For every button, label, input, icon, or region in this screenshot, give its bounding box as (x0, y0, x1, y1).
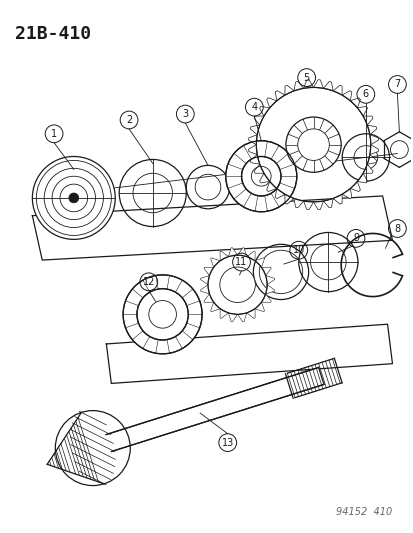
Text: 10: 10 (292, 245, 304, 255)
Polygon shape (323, 82, 332, 91)
Text: 7: 7 (393, 79, 399, 90)
Text: 2: 2 (126, 115, 132, 125)
Polygon shape (228, 313, 237, 322)
Polygon shape (341, 91, 351, 101)
Polygon shape (366, 125, 376, 135)
Polygon shape (237, 248, 246, 256)
Polygon shape (313, 80, 323, 88)
Polygon shape (250, 125, 259, 135)
Text: 8: 8 (394, 223, 399, 233)
Polygon shape (303, 201, 313, 209)
Text: 4: 4 (251, 102, 257, 112)
Text: 12: 12 (142, 277, 154, 287)
Polygon shape (204, 267, 213, 276)
Text: 5: 5 (303, 72, 309, 83)
Polygon shape (275, 91, 284, 101)
Polygon shape (220, 309, 228, 318)
Polygon shape (266, 98, 276, 108)
Polygon shape (284, 85, 293, 95)
Polygon shape (261, 294, 271, 302)
Polygon shape (265, 285, 274, 294)
Polygon shape (265, 276, 274, 285)
Polygon shape (349, 98, 360, 108)
Text: 13: 13 (221, 438, 233, 448)
Polygon shape (275, 189, 284, 199)
Polygon shape (284, 194, 293, 204)
Polygon shape (237, 313, 246, 322)
Polygon shape (248, 144, 256, 155)
Polygon shape (254, 302, 264, 312)
Polygon shape (356, 173, 367, 183)
Polygon shape (293, 198, 303, 208)
Circle shape (241, 157, 280, 196)
Polygon shape (259, 173, 269, 183)
Polygon shape (254, 258, 264, 268)
Circle shape (297, 129, 328, 160)
Polygon shape (369, 135, 377, 144)
Polygon shape (250, 155, 259, 164)
Polygon shape (332, 194, 341, 204)
Polygon shape (341, 189, 351, 199)
Polygon shape (47, 413, 104, 484)
Polygon shape (261, 267, 271, 276)
Polygon shape (220, 251, 228, 261)
Circle shape (32, 157, 115, 239)
Polygon shape (254, 116, 263, 125)
Text: 1: 1 (51, 129, 57, 139)
Polygon shape (362, 116, 372, 125)
Polygon shape (246, 309, 254, 318)
Polygon shape (313, 201, 323, 209)
Text: 9: 9 (352, 233, 358, 244)
Polygon shape (210, 258, 220, 268)
Polygon shape (210, 302, 220, 312)
Polygon shape (293, 82, 303, 91)
Polygon shape (106, 367, 323, 451)
Text: 6: 6 (362, 90, 368, 99)
Polygon shape (323, 198, 332, 208)
Polygon shape (369, 144, 377, 155)
Text: 3: 3 (182, 109, 188, 119)
Polygon shape (228, 248, 237, 256)
Polygon shape (248, 135, 256, 144)
Polygon shape (266, 181, 276, 191)
Polygon shape (200, 285, 209, 294)
Polygon shape (303, 80, 313, 88)
Circle shape (219, 267, 255, 303)
Polygon shape (356, 107, 367, 116)
Polygon shape (246, 251, 254, 261)
Circle shape (285, 117, 340, 172)
Text: 94152  410: 94152 410 (335, 506, 392, 516)
Circle shape (137, 289, 188, 340)
Polygon shape (200, 276, 209, 285)
Polygon shape (366, 155, 376, 164)
Polygon shape (259, 107, 269, 116)
Text: 11: 11 (235, 257, 247, 267)
Polygon shape (254, 164, 263, 173)
Text: 21B-410: 21B-410 (14, 25, 90, 43)
Polygon shape (204, 294, 213, 302)
Circle shape (225, 141, 296, 212)
Polygon shape (349, 181, 360, 191)
Polygon shape (332, 85, 341, 95)
Circle shape (123, 275, 202, 354)
Circle shape (69, 193, 78, 203)
Polygon shape (362, 164, 372, 173)
